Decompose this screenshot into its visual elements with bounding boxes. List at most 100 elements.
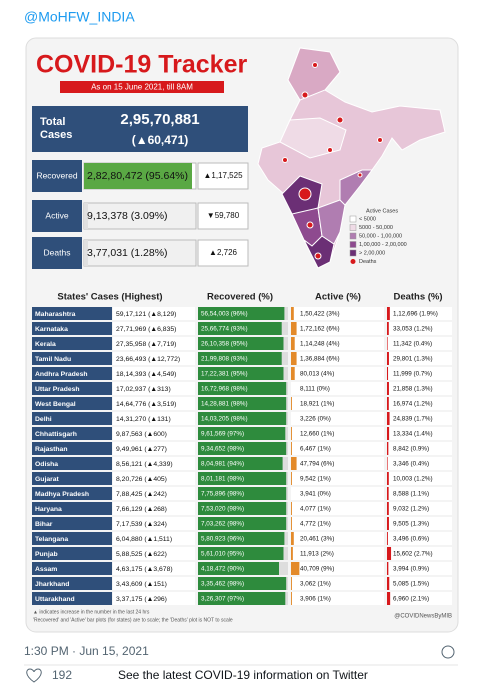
deaths-bar	[387, 397, 389, 410]
active-value: 1,14,248 (4%)	[300, 341, 340, 348]
active-bar	[291, 457, 297, 470]
deaths-bar	[387, 577, 390, 590]
active-track	[291, 307, 384, 320]
active-track	[291, 442, 384, 455]
state-cases: 3,37,175 (▲296)	[116, 596, 167, 603]
legend-title: Active Cases	[366, 208, 398, 214]
deaths-track	[387, 442, 452, 455]
summary-change-box	[197, 202, 249, 230]
state-cases: 8,56,121 (▲4,339)	[116, 461, 173, 468]
legend-item: 5000 - 50,000	[359, 225, 393, 231]
recovered-value: 3,26,307 (97%)	[201, 596, 244, 603]
legend-item: > 2,00,000	[359, 250, 385, 256]
total-box	[32, 106, 248, 152]
state-cell	[32, 457, 112, 470]
summary-value: 2,82,80,472 (95.64%)	[87, 170, 188, 182]
table-header: Deaths (%)	[393, 292, 442, 303]
recovered-bar	[198, 352, 282, 365]
deaths-track	[387, 322, 452, 335]
deaths-value: 8,588 (1.1%)	[393, 491, 429, 498]
recovered-value: 16,72,968 (98%)	[201, 386, 248, 393]
deaths-bar	[387, 487, 389, 500]
deaths-bar	[387, 382, 389, 395]
recovered-value: 21,99,808 (93%)	[201, 356, 248, 363]
handle[interactable]: @MoHFW_INDIA	[24, 9, 135, 25]
deaths-bar	[387, 307, 390, 320]
state-cases: 8,20,726 (▲405)	[116, 476, 167, 483]
active-bar	[291, 307, 294, 320]
state-name: Haryana	[35, 506, 62, 513]
recovered-bar	[198, 367, 284, 380]
active-bar	[291, 397, 292, 410]
active-value: 12,660 (1%)	[300, 431, 334, 438]
deaths-value: 10,003 (1.2%)	[393, 476, 433, 483]
deaths-bar	[387, 322, 389, 335]
deaths-value: 21,858 (1.3%)	[393, 386, 433, 393]
deaths-track	[387, 502, 452, 515]
active-value: 1,72,162 (6%)	[300, 326, 340, 333]
legend-swatch	[349, 249, 357, 257]
recovered-value: 5,61,010 (95%)	[201, 551, 244, 558]
cases-cell	[113, 592, 195, 605]
active-track	[291, 367, 384, 380]
deaths-track	[387, 517, 452, 530]
recovered-value: 9,61,569 (97%)	[201, 431, 244, 438]
cases-cell	[113, 457, 195, 470]
deaths-value: 5,085 (1.5%)	[393, 581, 429, 588]
active-bar	[291, 547, 293, 560]
state-cell	[32, 352, 112, 365]
summary-change: ▲1,17,525	[203, 171, 243, 180]
state-cell	[32, 487, 112, 500]
recovered-value: 25,66,774 (93%)	[201, 326, 248, 333]
state-cell	[32, 307, 112, 320]
active-value: 20,461 (3%)	[300, 536, 334, 543]
state-cases: 27,35,958 (▲7,719)	[116, 341, 176, 348]
table-header: Active (%)	[315, 292, 361, 303]
deaths-track	[387, 412, 452, 425]
cases-cell	[113, 547, 195, 560]
state-name: Kerala	[35, 341, 56, 348]
state-name: Jharkhand	[35, 581, 69, 588]
state-cases: 27,71,969 (▲6,835)	[116, 326, 176, 333]
active-value: 4,077 (1%)	[300, 506, 331, 513]
state-cases: 23,66,493 (▲12,772)	[116, 356, 180, 363]
state-cell	[32, 592, 112, 605]
state-cases: 7,17,539 (▲324)	[116, 521, 167, 528]
state-cases: 14,31,270 (▲131)	[116, 416, 171, 423]
recovered-value: 14,03,205 (98%)	[201, 416, 248, 423]
active-track	[291, 397, 384, 410]
active-bar	[291, 322, 297, 335]
deaths-track	[387, 382, 452, 395]
deaths-track	[387, 547, 452, 560]
total-label: Total Cases	[40, 116, 72, 141]
recovered-value: 3,35,462 (98%)	[201, 581, 244, 588]
active-track	[291, 577, 384, 590]
active-track	[291, 502, 384, 515]
state-cell	[32, 442, 112, 455]
active-track	[291, 337, 384, 350]
deaths-track	[387, 532, 452, 545]
active-track	[291, 532, 384, 545]
active-track	[291, 517, 384, 530]
recovered-bar	[198, 397, 287, 410]
active-track	[291, 322, 384, 335]
summary-change: ▲2,726	[209, 248, 237, 257]
recovered-bar	[198, 307, 285, 320]
recovered-bar	[198, 337, 284, 350]
deaths-bar	[387, 427, 390, 440]
info-link[interactable]: See the latest COVID-19 information on T…	[118, 668, 368, 682]
state-name: Uttar Pradesh	[35, 386, 80, 393]
recovered-bar	[198, 502, 287, 515]
deaths-track	[387, 592, 452, 605]
state-cases: 4,63,175 (▲3,678)	[116, 566, 173, 573]
subtitle: As on 15 June 2021, till 8AM	[91, 83, 193, 92]
state-cell	[32, 562, 112, 575]
deaths-track	[387, 307, 452, 320]
active-value: 3,062 (1%)	[300, 581, 331, 588]
active-value: 9,542 (1%)	[300, 476, 331, 483]
cases-cell	[113, 337, 195, 350]
like-icon[interactable]	[26, 668, 42, 683]
state-cell	[32, 382, 112, 395]
active-track	[291, 592, 384, 605]
deaths-track	[387, 367, 452, 380]
